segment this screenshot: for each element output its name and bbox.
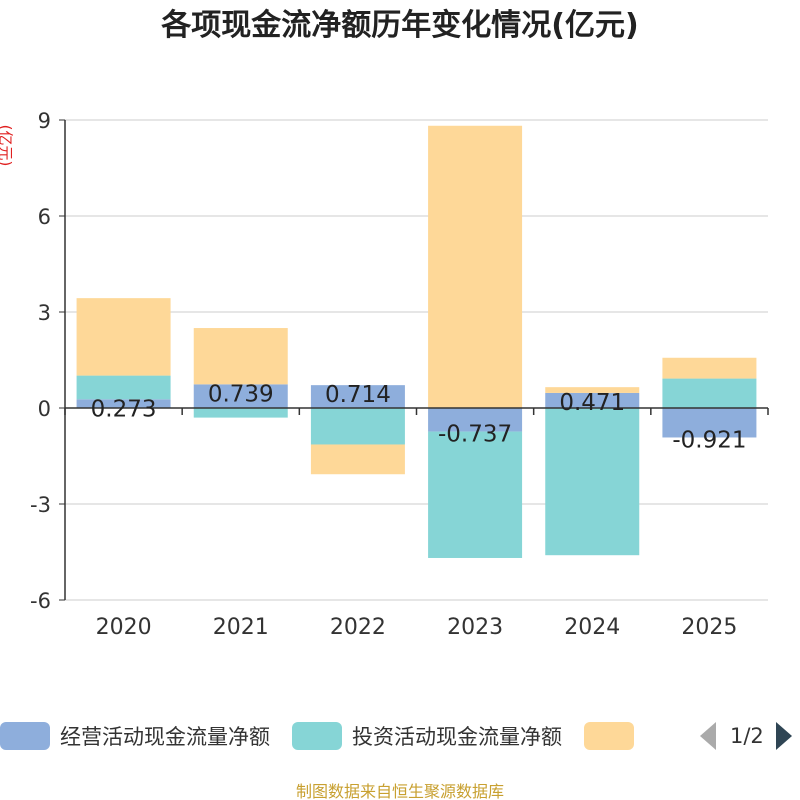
x-tick-label: 2020: [96, 615, 152, 640]
legend-swatch-operating: [0, 722, 50, 750]
bar-2024-series-1: [545, 408, 640, 556]
data-label-2024: 0.471: [559, 390, 625, 416]
legend-prev-page-icon[interactable]: [700, 722, 716, 750]
data-label-2022: 0.714: [325, 382, 391, 408]
bar-2020-series-2: [76, 298, 171, 376]
y-tick-label: -6: [30, 589, 51, 613]
bar-2020-series-0: [76, 399, 171, 408]
legend-page-indicator: 1/2: [730, 724, 764, 748]
bar-2022-series-0: [310, 385, 405, 408]
legend-swatch-financing: [584, 722, 634, 750]
bar-2025-series-0: [662, 408, 757, 438]
bar-2023-series-0: [428, 408, 523, 432]
legend-label-operating: 经营活动现金流量净额: [60, 725, 270, 749]
x-tick-label: 2021: [213, 615, 269, 640]
data-label-2023: -0.737: [438, 422, 512, 448]
bar-2024-series-0: [545, 392, 640, 408]
data-label-2021: 0.739: [208, 381, 274, 407]
bar-2024-series-2: [545, 387, 640, 393]
data-label-2025: -0.921: [672, 427, 746, 453]
x-tick-label: 2024: [564, 615, 620, 640]
legend-item-financing[interactable]: [584, 722, 644, 750]
bar-2022-series-1: [310, 408, 405, 445]
bar-2022-series-2: [310, 444, 405, 475]
bar-chart-plot: 9 6 3 0 -3 -6 0.273 0.739 0.714 -0.737 0.471 -0.921…: [30, 109, 769, 640]
bar-2021-series-1: [193, 408, 288, 418]
x-tick-label: 2025: [681, 615, 737, 640]
legend-item-investing[interactable]: 投资活动现金流量净额: [292, 721, 562, 751]
legend-swatch-investing: [292, 722, 342, 750]
legend-next-page-icon[interactable]: [775, 722, 792, 750]
legend-item-operating[interactable]: 经营活动现金流量净额: [0, 721, 270, 751]
data-source-note: 制图数据来自恒生聚源数据库: [295, 782, 504, 800]
y-tick-label: 3: [38, 301, 51, 325]
x-tick-label: 2023: [447, 615, 503, 640]
bar-2025-series-1: [662, 378, 757, 408]
legend-label-investing: 投资活动现金流量净额: [352, 725, 562, 749]
y-tick-label: -3: [30, 493, 51, 517]
legend-pager: 1/2: [700, 716, 792, 756]
bar-2023-series-2: [428, 125, 523, 408]
data-label-2020: 0.273: [91, 396, 157, 422]
bar-2021-series-0: [193, 384, 288, 408]
bar-2023-series-1: [428, 431, 523, 558]
chart-title: 各项现金流净额历年变化情况(亿元): [161, 8, 639, 43]
bar-2020-series-1: [76, 375, 171, 400]
x-tick-label: 2022: [330, 615, 386, 640]
bar-2021-series-2: [193, 328, 288, 385]
y-tick-label: 6: [38, 205, 51, 229]
bar-2025-series-2: [662, 357, 757, 379]
legend: 经营活动现金流量净额 投资活动现金流量净额: [0, 716, 800, 756]
y-tick-label: 0: [38, 397, 51, 421]
y-tick-label: 9: [38, 109, 51, 133]
